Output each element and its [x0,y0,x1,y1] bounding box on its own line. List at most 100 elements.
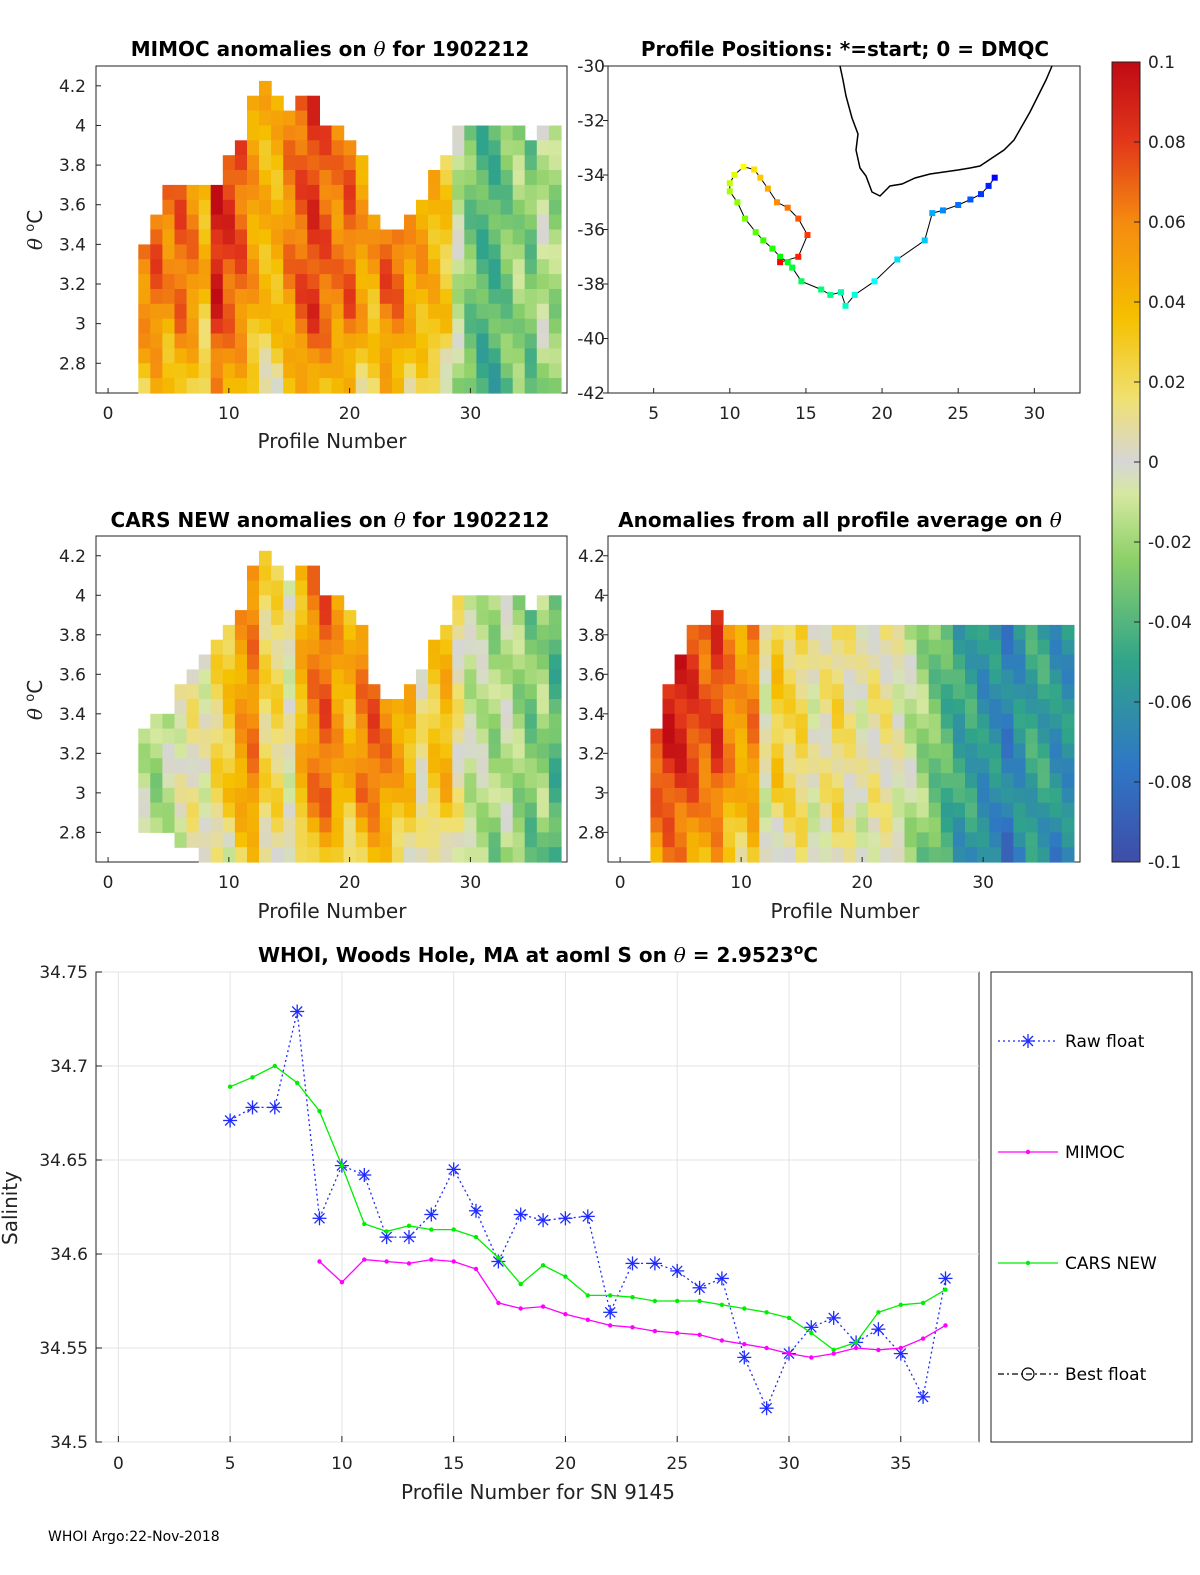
heatmap-cell [138,259,151,275]
heatmap-cell [452,140,465,156]
heatmap-cell [1001,832,1014,848]
heatmap-cell [283,318,296,335]
raw-float-point [737,1350,752,1365]
heatmap-cell [880,773,893,789]
heatmap-cell [440,363,453,379]
heatmap-cell [198,274,212,290]
heatmap-cell [928,847,942,863]
heatmap-cell [928,684,942,700]
heatmap-cell [416,758,429,774]
heatmap-cell [295,728,308,744]
heatmap-cell [355,758,369,774]
heatmap-cell [662,787,676,804]
legend-cars-label: CARS NEW [1065,1254,1157,1274]
heatmap-cell [500,303,514,320]
heatmap-cell [222,318,236,335]
salinity-series [223,1004,953,1416]
heatmap-cell [989,817,1002,833]
heatmap-cell [283,610,296,626]
heatmap-cell [686,832,700,848]
heatmap-cell [259,743,272,759]
heatmap-cell [892,802,906,819]
heatmap-cell [500,713,514,730]
heatmap-cell [271,214,284,231]
y-tick-label: 3.8 [59,156,86,176]
heatmap-cell [476,259,490,275]
heatmap-cell [476,832,490,848]
heatmap-cell [234,699,248,715]
heatmap-cell [965,699,978,715]
heatmap-cell [904,669,918,685]
heatmap-cell [259,259,272,275]
heatmap-cell [868,624,881,641]
heatmap-cell [723,669,736,685]
heatmap-cell [416,214,429,231]
raw-float-point [469,1203,483,1218]
heatmap-cell [548,229,562,245]
heatmap-cell [162,259,176,275]
heatmap-cell [698,639,712,656]
heatmap-cell [1061,832,1075,848]
heatmap-cell [416,669,429,685]
heatmap-cell [662,684,676,700]
heatmap-cell [536,170,550,186]
heatmap-cell [283,170,296,186]
heatmap-cell [1013,624,1027,641]
heatmap-cell [416,743,429,759]
heatmap-cell [295,95,308,112]
heatmap-cell [807,758,821,774]
heatmap-cell [343,199,357,216]
heatmap-cell [259,378,272,394]
heatmap-cell [379,787,393,804]
heatmap-cell [307,378,320,394]
heatmap-cell [331,610,345,626]
heatmap-cell [295,639,308,656]
heatmap-cell [307,184,320,201]
mimoc-ylabel: θ oC [23,210,47,250]
heatmap-cell [710,832,724,848]
heatmap-cell [391,244,405,260]
cars-ticks: 0 10 20 302.833.23.43.63.844.2 [59,547,481,893]
heatmap-cell [283,787,296,804]
heatmap-cell [686,639,700,656]
heatmap-cell [355,229,369,245]
heatmap-cell [416,817,429,833]
heatmap-cell [952,713,966,730]
heatmap-cell [524,318,538,335]
heatmap-cell [989,669,1002,685]
cars-new-point [518,1281,523,1287]
heatmap-cell [1049,743,1063,759]
marker-stroke [604,1306,616,1318]
profile-position-marker [827,291,834,298]
heatmap-cell [488,229,502,245]
heatmap-cell [283,289,296,305]
raw-float-point [647,1256,662,1271]
heatmap-cell [1001,787,1014,804]
salinity-ylabel: Salinity [0,1171,22,1245]
heatmap-cell [524,773,538,789]
heatmap-cell [686,654,700,670]
heatmap-cell [464,170,477,186]
heatmap-cell [1025,743,1039,759]
heatmap-cell [186,333,200,349]
heatmap-cell [295,229,308,245]
heatmap-cell [868,847,881,863]
heatmap-cell [319,348,333,364]
heatmap-cell [698,669,712,685]
heatmap-cell [452,832,465,848]
heatmap-cell [977,802,990,819]
heatmap-cell [295,713,308,730]
heatmap-cell [868,817,881,833]
heatmap-cell [283,773,296,789]
heatmap-cell [307,699,320,715]
heatmap-cell [771,743,785,759]
heatmap-cell [512,802,526,819]
heatmap-cell [234,333,248,349]
heatmap-cell [283,378,296,394]
heatmap-cell [234,773,248,789]
heatmap-cell [198,802,212,819]
heatmap-cell [428,274,441,290]
heatmap-cell [186,259,200,275]
heatmap-cell [319,184,333,201]
heatmap-cell [307,199,320,216]
